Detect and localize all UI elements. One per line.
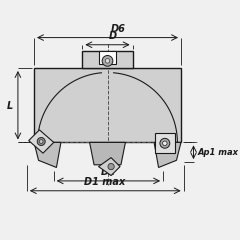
Polygon shape (34, 142, 61, 168)
Circle shape (105, 59, 110, 63)
Text: D1 max: D1 max (84, 177, 126, 187)
Polygon shape (155, 133, 175, 153)
Circle shape (102, 55, 113, 66)
Text: D1: D1 (101, 167, 116, 177)
Circle shape (160, 138, 170, 148)
Polygon shape (99, 51, 116, 64)
Polygon shape (154, 142, 181, 168)
Polygon shape (99, 158, 120, 175)
Text: D6: D6 (111, 24, 126, 34)
Polygon shape (34, 68, 181, 142)
Text: L: L (7, 101, 13, 111)
Text: D: D (109, 31, 117, 41)
Circle shape (39, 140, 43, 143)
Polygon shape (82, 51, 132, 68)
Polygon shape (29, 130, 54, 153)
Text: Ap1 max: Ap1 max (197, 148, 238, 157)
Circle shape (162, 141, 167, 145)
Circle shape (37, 138, 45, 145)
Polygon shape (90, 142, 126, 165)
Circle shape (108, 163, 114, 170)
